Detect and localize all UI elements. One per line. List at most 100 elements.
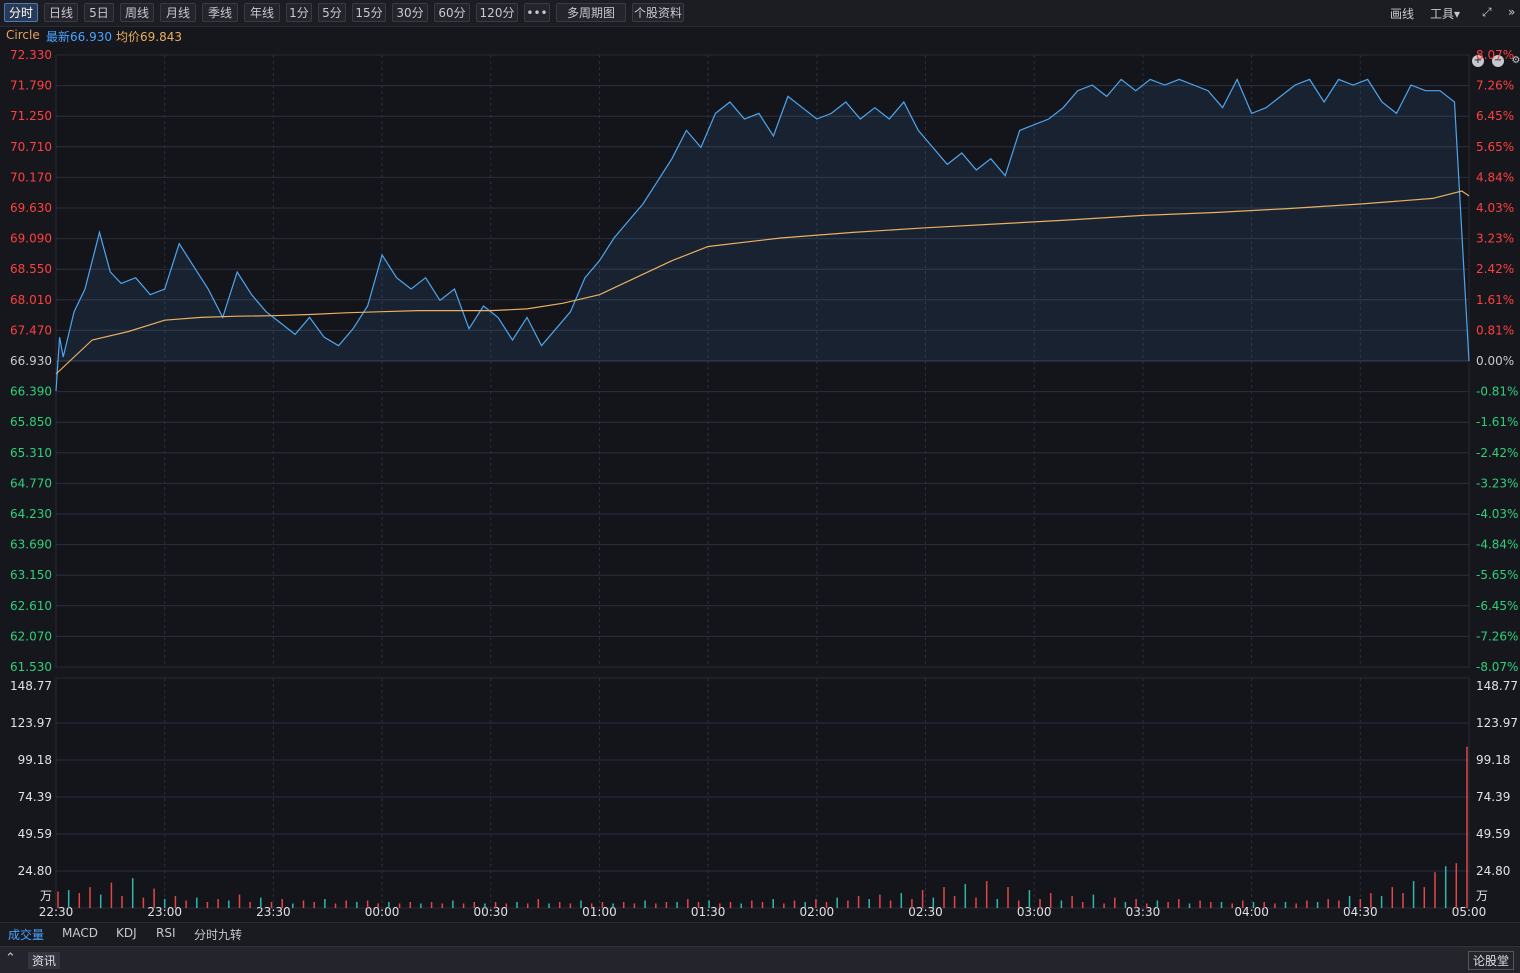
pct-tick-label: 0.00%: [1476, 354, 1514, 368]
tools-menu[interactable]: 工具▾: [1430, 7, 1461, 21]
tab-3[interactable]: 周线: [120, 3, 154, 22]
volume-tick-label-right: 148.77: [1476, 679, 1518, 693]
volume-tick-label-right: 74.39: [1476, 790, 1510, 804]
price-line: [55, 77, 1470, 392]
info-bar: Circle 最新66.930 均价69.843 ◎ ↶ + − ⚙: [0, 26, 1520, 67]
price-tick-label: 70.710: [10, 140, 52, 154]
price-tick-label: 67.470: [10, 323, 52, 337]
indicator-tab-2[interactable]: KDJ: [116, 926, 137, 940]
time-tick-label: 05:00: [1452, 905, 1487, 919]
pct-tick-label: -5.65%: [1476, 568, 1518, 582]
tab-4[interactable]: 月线: [160, 3, 196, 22]
volume-tick-label: 74.39: [18, 790, 52, 804]
pct-tick-label: 7.26%: [1476, 79, 1514, 93]
zoom-in-icon[interactable]: +: [1472, 55, 1484, 67]
pct-tick-label: -2.42%: [1476, 446, 1518, 460]
price-tick-label: 66.930: [10, 354, 52, 368]
footer: ⌃ 资讯 论股堂: [0, 946, 1520, 973]
pct-tick-label: 0.81%: [1476, 323, 1514, 337]
price-tick-label: 71.250: [10, 109, 52, 123]
volume-panel: [55, 677, 1470, 909]
collapse-icon[interactable]: ⌃: [5, 951, 16, 966]
tab-13[interactable]: •••: [524, 3, 550, 22]
pct-tick-label: 1.61%: [1476, 293, 1514, 307]
latest-price: 最新66.930: [46, 30, 112, 44]
scroll-right-icon[interactable]: »: [1508, 5, 1516, 19]
price-tick-label: 68.550: [10, 262, 52, 276]
tab-8[interactable]: 5分: [318, 3, 346, 22]
indicator-tab-3[interactable]: RSI: [156, 926, 176, 940]
time-tick-label: 22:30: [39, 905, 74, 919]
avg-price-line: [55, 190, 1470, 375]
time-tick-label: 02:30: [908, 905, 943, 919]
indicator-tab-4[interactable]: 分时九转: [194, 928, 243, 942]
avg-price: 均价69.843: [116, 30, 182, 44]
time-tick-label: 01:30: [691, 905, 726, 919]
price-tick-label: 69.630: [10, 201, 52, 215]
time-tick-label: 00:30: [473, 905, 508, 919]
tab-10[interactable]: 30分: [392, 3, 428, 22]
time-tick-label: 00:00: [365, 905, 400, 919]
pct-tick-label: -8.07%: [1476, 660, 1518, 674]
volume-tick-label-right: 99.18: [1476, 753, 1510, 767]
draw-line-button[interactable]: 画线: [1390, 7, 1415, 21]
pct-tick-label: -3.23%: [1476, 476, 1518, 490]
tab-12[interactable]: 120分: [476, 3, 518, 22]
price-tick-label: 65.310: [10, 446, 52, 460]
forum-button[interactable]: 论股堂: [1467, 951, 1514, 970]
tab-1[interactable]: 日线: [44, 3, 78, 22]
price-tick-label: 62.610: [10, 599, 52, 613]
pct-tick-label: -6.45%: [1476, 599, 1518, 613]
price-tick-label: 62.070: [10, 629, 52, 643]
pct-tick-label: -4.84%: [1476, 538, 1518, 552]
price-tick-label: 70.170: [10, 170, 52, 184]
fullscreen-icon[interactable]: ⤢: [1482, 5, 1492, 19]
stock-name: Circle: [6, 28, 40, 42]
tab-15[interactable]: 个股资料: [632, 3, 684, 22]
volume-tick-label-right: 123.97: [1476, 716, 1518, 730]
pct-tick-label: 5.65%: [1476, 140, 1514, 154]
indicator-tab-0[interactable]: 成交量: [8, 928, 45, 942]
time-tick-label: 01:00: [582, 905, 617, 919]
price-tick-label: 63.690: [10, 538, 52, 552]
price-tick-label: 68.010: [10, 293, 52, 307]
toolbar: 分时 日线 5日 周线 月线 季线 年线 1分 5分 15分 30分 60分 120分 ••• 多周期图 个股…: [0, 0, 1520, 27]
tab-0[interactable]: 分时: [4, 3, 38, 22]
tab-14[interactable]: 多周期图: [556, 3, 626, 22]
time-tick-label: 03:30: [1126, 905, 1161, 919]
volume-tick-label: 123.97: [10, 716, 52, 730]
price-tick-label: 64.230: [10, 507, 52, 521]
tab-2[interactable]: 5日: [84, 3, 114, 22]
zoom-out-icon[interactable]: −: [1492, 55, 1504, 67]
tab-11[interactable]: 60分: [434, 3, 470, 22]
price-tick-label: 71.790: [10, 79, 52, 93]
volume-tick-label: 49.59: [18, 827, 52, 841]
pct-tick-label: 8.07%: [1476, 48, 1514, 62]
time-tick-label: 04:00: [1234, 905, 1269, 919]
pct-tick-label: 3.23%: [1476, 232, 1514, 246]
pct-tick-label: 4.03%: [1476, 201, 1514, 215]
time-tick-label: 23:30: [256, 905, 291, 919]
pct-tick-label: 4.84%: [1476, 170, 1514, 184]
tab-5[interactable]: 季线: [202, 3, 238, 22]
news-tab[interactable]: 资讯: [28, 952, 61, 969]
volume-tick-label-right: 万: [1476, 889, 1488, 903]
intraday-chart[interactable]: 72.330 8.07% 71.790 7.26% 71.250 6.45% 70.710 5…: [0, 46, 1520, 922]
price-tick-label: 64.770: [10, 476, 52, 490]
price-tick-label: 61.530: [10, 660, 52, 674]
time-tick-label: 23:00: [147, 905, 182, 919]
indicator-tab-1[interactable]: MACD: [62, 926, 98, 940]
price-tick-label: 72.330: [10, 48, 52, 62]
tab-9[interactable]: 15分: [352, 3, 386, 22]
pct-tick-label: 2.42%: [1476, 262, 1514, 276]
pct-tick-label: -0.81%: [1476, 385, 1518, 399]
volume-tick-label-right: 24.80: [1476, 864, 1510, 878]
volume-tick-label: 万: [40, 889, 52, 903]
tab-6[interactable]: 年线: [244, 3, 280, 22]
price-tick-label: 69.090: [10, 232, 52, 246]
settings-icon[interactable]: ⚙: [1511, 55, 1520, 66]
price-tick-label: 63.150: [10, 568, 52, 582]
tab-7[interactable]: 1分: [286, 3, 312, 22]
pct-tick-label: -7.26%: [1476, 629, 1518, 643]
volume-tick-label: 99.18: [18, 753, 52, 767]
